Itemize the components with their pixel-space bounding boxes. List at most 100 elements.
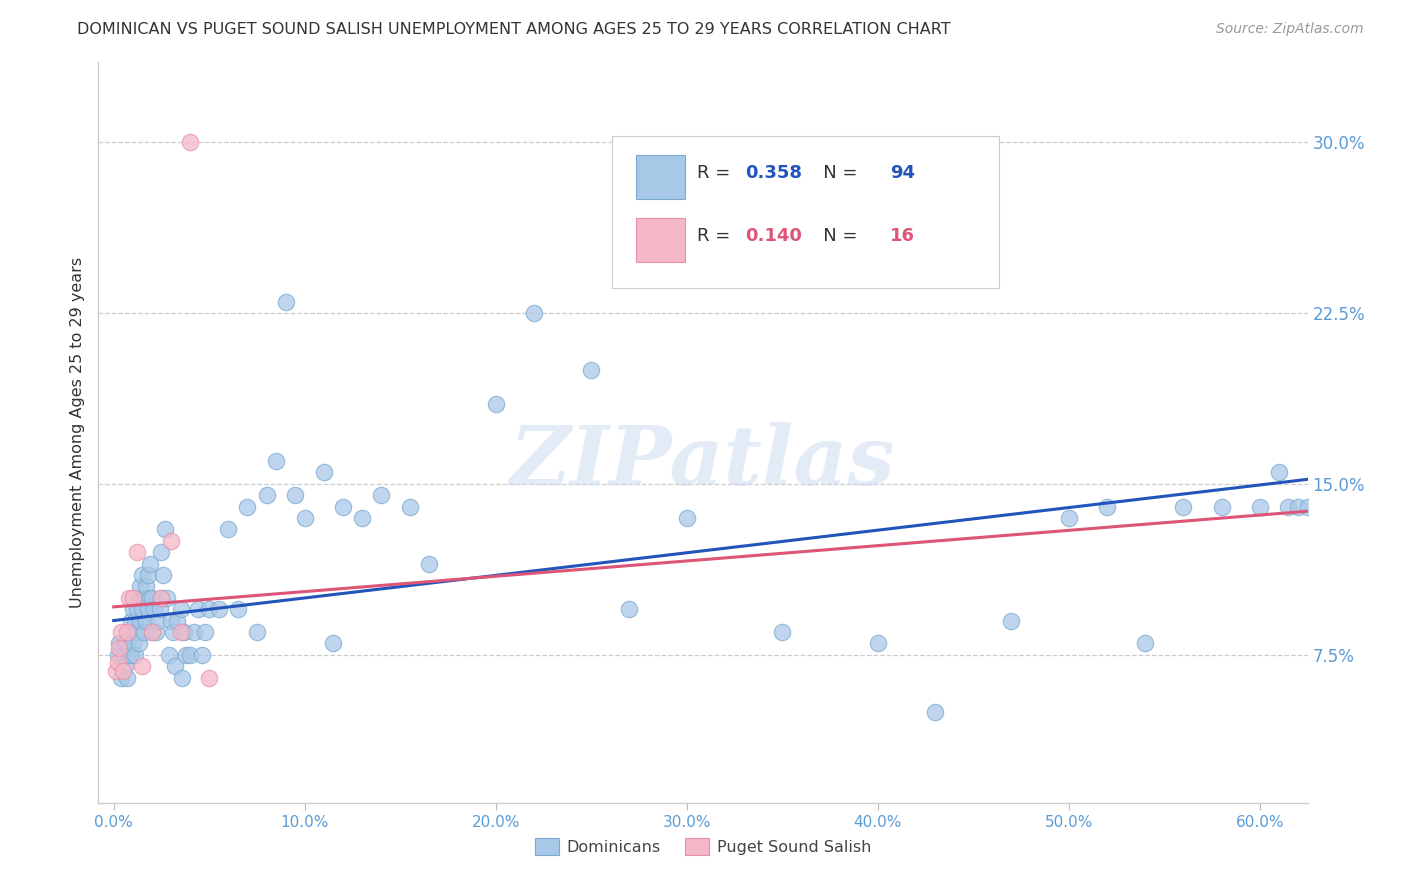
Point — [141, 624, 163, 639]
Point — [120, 648, 142, 662]
Point — [274, 294, 297, 309]
Point — [1211, 500, 1233, 514]
Point — [157, 648, 180, 662]
Point — [134, 624, 156, 639]
Point — [485, 397, 508, 411]
Point — [114, 636, 136, 650]
Point — [135, 579, 157, 593]
Point — [121, 636, 143, 650]
Point — [1277, 500, 1299, 514]
Point — [110, 624, 132, 639]
Text: N =: N = — [806, 227, 863, 245]
Point — [350, 511, 373, 525]
Point — [107, 648, 129, 662]
Point — [131, 568, 153, 582]
Point — [523, 306, 546, 320]
Point — [128, 636, 150, 650]
Point — [150, 545, 173, 559]
Legend: Dominicans, Puget Sound Salish: Dominicans, Puget Sound Salish — [529, 832, 877, 862]
Point — [312, 466, 335, 480]
Point — [124, 648, 146, 662]
Y-axis label: Unemployment Among Ages 25 to 29 years: Unemployment Among Ages 25 to 29 years — [69, 257, 84, 608]
Text: 94: 94 — [890, 164, 915, 183]
Point — [1286, 500, 1309, 514]
Point — [418, 557, 440, 571]
Point — [1249, 500, 1271, 514]
Point — [236, 500, 259, 514]
Point — [256, 488, 278, 502]
Point — [173, 624, 195, 639]
Point — [1057, 511, 1080, 525]
Point — [129, 614, 152, 628]
Point — [125, 624, 148, 639]
Point — [131, 659, 153, 673]
Point — [136, 602, 159, 616]
Point — [142, 602, 165, 616]
Text: DOMINICAN VS PUGET SOUND SALISH UNEMPLOYMENT AMONG AGES 25 TO 29 YEARS CORRELATI: DOMINICAN VS PUGET SOUND SALISH UNEMPLOY… — [77, 22, 950, 37]
Point — [108, 640, 131, 655]
Point — [131, 602, 153, 616]
Point — [198, 602, 221, 616]
Text: ZIPatlas: ZIPatlas — [510, 422, 896, 502]
Text: R =: R = — [697, 227, 735, 245]
Point — [162, 624, 184, 639]
Point — [108, 636, 131, 650]
Point — [118, 648, 141, 662]
Text: N =: N = — [806, 164, 863, 183]
Point — [675, 511, 697, 525]
Point — [129, 579, 152, 593]
Text: 16: 16 — [890, 227, 915, 245]
Point — [114, 659, 136, 673]
Point — [118, 591, 141, 605]
Point — [1268, 466, 1291, 480]
Point — [1296, 500, 1319, 514]
Point — [866, 636, 889, 650]
Point — [135, 614, 157, 628]
Point — [160, 533, 183, 548]
Point — [217, 523, 239, 537]
Point — [128, 591, 150, 605]
Point — [118, 624, 141, 639]
Point — [146, 614, 169, 628]
Point — [264, 454, 287, 468]
Point — [172, 671, 194, 685]
Point — [194, 624, 217, 639]
Point — [370, 488, 392, 502]
Point — [150, 591, 173, 605]
Bar — [637, 218, 685, 262]
Point — [112, 648, 135, 662]
FancyBboxPatch shape — [613, 136, 1000, 288]
Point — [121, 591, 143, 605]
Point — [208, 602, 231, 616]
Point — [924, 705, 946, 719]
Point — [160, 614, 183, 628]
Point — [581, 363, 603, 377]
Point — [134, 591, 156, 605]
Point — [124, 614, 146, 628]
Point — [141, 624, 163, 639]
Point — [1000, 614, 1022, 628]
Point — [1095, 500, 1118, 514]
Point — [112, 664, 135, 678]
Text: Source: ZipAtlas.com: Source: ZipAtlas.com — [1216, 22, 1364, 37]
Point — [125, 602, 148, 616]
Point — [115, 671, 138, 685]
Point — [139, 557, 162, 571]
Point — [110, 671, 132, 685]
Point — [120, 614, 142, 628]
Point — [198, 671, 221, 685]
Point — [187, 602, 209, 616]
Text: R =: R = — [697, 164, 735, 183]
Point — [115, 636, 138, 650]
Point — [107, 655, 129, 669]
Point — [179, 135, 201, 149]
Point — [145, 624, 167, 639]
Point — [322, 636, 344, 650]
Point — [150, 591, 173, 605]
Point — [166, 614, 188, 628]
Point — [156, 591, 179, 605]
Point — [169, 624, 191, 639]
Point — [125, 545, 148, 559]
Point — [169, 602, 191, 616]
Point — [174, 648, 197, 662]
